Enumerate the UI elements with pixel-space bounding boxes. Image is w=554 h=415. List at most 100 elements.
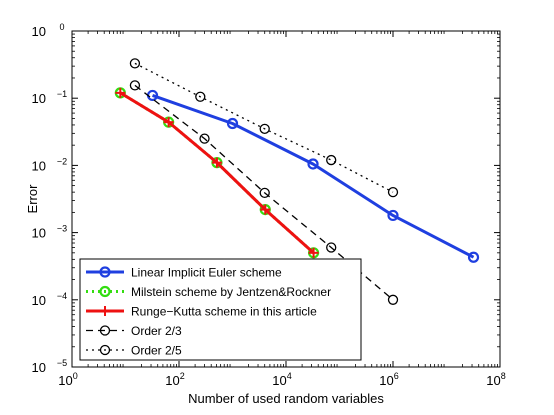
x-tick-label-exponent: 6 [394, 371, 399, 381]
y-axis-label: Error [25, 184, 40, 214]
x-tick-label-exponent: 2 [180, 371, 185, 381]
circle-marker [199, 133, 210, 144]
data-point [308, 247, 319, 258]
legend-label: Order 2/3 [131, 324, 182, 338]
legend-label: Linear Implicit Euler scheme [131, 266, 282, 280]
plus-marker [115, 87, 126, 98]
data-point [387, 294, 399, 305]
data-point [199, 133, 210, 144]
y-tick-label-exponent: −3 [57, 224, 67, 234]
x-tick-label-base: 10 [486, 373, 500, 388]
x-tick-label: 108 [486, 371, 505, 388]
series-line [152, 94, 475, 259]
plus-marker [211, 157, 222, 168]
circle-marker [99, 344, 111, 356]
data-point [307, 158, 319, 170]
y-tick-label-base: 10 [32, 91, 46, 106]
y-tick-label-base: 10 [32, 226, 46, 241]
legend-box [79, 258, 362, 361]
x-tick-label-exponent: 8 [501, 371, 506, 381]
y-tick-label-base: 10 [32, 158, 46, 173]
x-tick-label: 104 [272, 371, 291, 388]
circle-marker [259, 123, 270, 134]
legend-entry: Linear Implicit Euler scheme [86, 266, 282, 280]
circle-marker [99, 325, 111, 336]
y-tick-label: 10 0 [32, 22, 65, 39]
series-1 [146, 89, 480, 263]
x-tick-label-base: 10 [379, 373, 393, 388]
data-point [115, 87, 126, 98]
x-tick-label: 100 [58, 371, 77, 388]
circle-marker [129, 80, 141, 91]
legend-entry: Order 2/3 [86, 324, 182, 338]
data-point [259, 123, 270, 134]
data-point [387, 186, 399, 198]
x-tick-label-exponent: 0 [73, 371, 78, 381]
legend-label: Runge−Kutta scheme in this article [131, 305, 317, 319]
plus-marker [163, 117, 174, 128]
legend-label: Order 2/5 [131, 344, 182, 358]
legend-label: Milstein scheme by Jentzen&Rockner [131, 285, 331, 299]
x-tick-label-base: 10 [272, 373, 286, 388]
data-point [467, 251, 480, 263]
axis-ticks [71, 30, 501, 368]
y-tick-label: 10 −2 [32, 156, 68, 173]
y-tick-label-base: 10 [32, 24, 46, 39]
circle-marker [99, 285, 111, 298]
y-tick-label-exponent: −1 [57, 89, 67, 99]
circle-marker [99, 266, 111, 278]
legend-entry: Milstein scheme by Jentzen&Rockner [86, 285, 331, 299]
x-tick-label-exponent: 4 [287, 371, 292, 381]
y-tick-label: 10 −3 [32, 224, 68, 241]
x-tick-label: 106 [379, 371, 398, 388]
data-point [163, 117, 174, 128]
circle-marker [387, 294, 399, 305]
legend: Linear Implicit Euler scheme Milstein sch… [79, 258, 362, 361]
y-tick-label-base: 10 [32, 360, 46, 375]
y-tick-label-exponent: −5 [57, 358, 67, 368]
legend-entry: Order 2/5 [86, 344, 182, 358]
x-tick-label: 102 [165, 371, 184, 388]
circle-marker [226, 117, 239, 130]
data-point [326, 154, 337, 166]
y-tick-label: 10 −4 [32, 291, 68, 308]
y-tick-label: 10 −5 [32, 358, 68, 375]
data-point [195, 91, 206, 102]
data-point [259, 187, 270, 199]
series-line [134, 62, 394, 193]
x-tick-label-base: 10 [58, 373, 72, 388]
y-tick-label-base: 10 [32, 293, 46, 308]
circle-marker [195, 91, 206, 102]
plus-marker [308, 247, 319, 258]
circle-marker [387, 209, 399, 222]
circle-marker [129, 58, 141, 69]
data-point [326, 242, 337, 253]
data-point [211, 157, 222, 168]
data-point [387, 209, 399, 222]
series-5 [129, 58, 399, 198]
series-layer [114, 58, 480, 305]
plus-marker [260, 204, 271, 215]
y-tick-label-exponent: 0 [59, 22, 64, 32]
data-point [129, 58, 141, 69]
series-3 [115, 87, 319, 258]
x-tick-label-base: 10 [165, 373, 179, 388]
circle-marker [259, 187, 270, 199]
data-point [129, 80, 141, 91]
circle-marker [387, 186, 399, 198]
y-tick-label-exponent: −2 [57, 156, 67, 166]
y-tick-label-exponent: −4 [57, 291, 67, 301]
legend-entry: Runge−Kutta scheme in this article [86, 305, 317, 319]
data-point [260, 204, 271, 215]
circle-marker [326, 242, 337, 253]
circle-marker [326, 154, 337, 166]
circle-marker [307, 158, 319, 170]
x-axis-label: Number of used random variables [188, 391, 384, 406]
plus-marker [100, 306, 110, 316]
data-point [226, 117, 239, 130]
circle-marker [467, 251, 480, 263]
y-tick-label: 10 −1 [32, 89, 68, 106]
legend-entries: Linear Implicit Euler scheme Milstein sch… [86, 266, 331, 358]
